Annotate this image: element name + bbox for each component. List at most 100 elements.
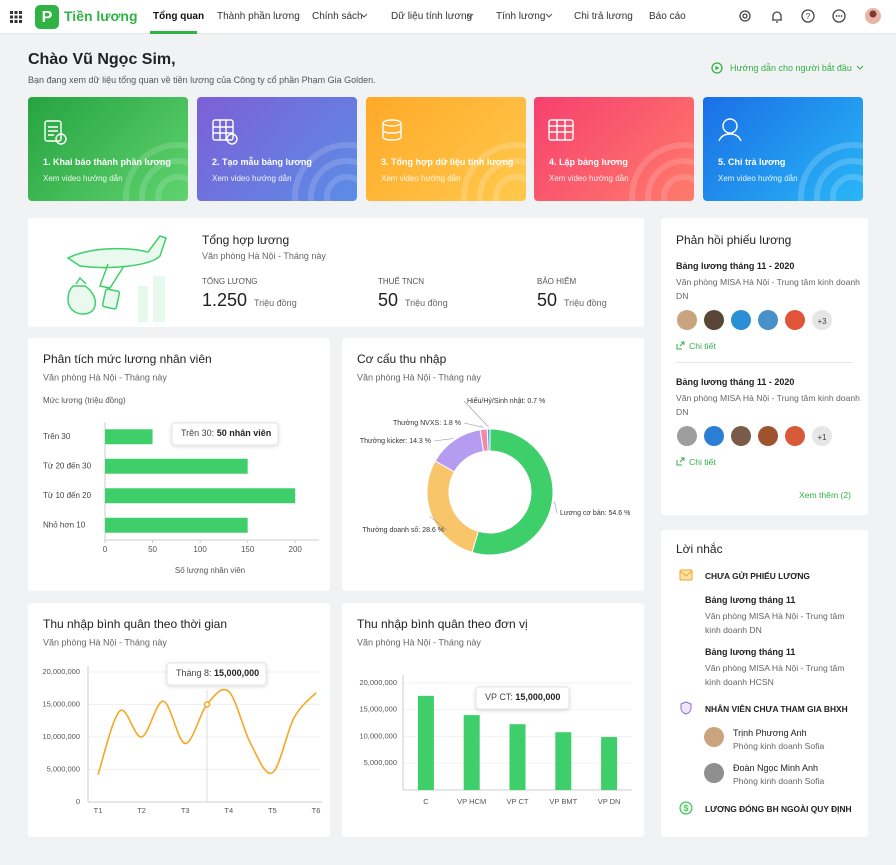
- card-decoration: [44, 120, 188, 201]
- reminder-heading: CHƯA GỬI PHIẾU LƯƠNG: [705, 571, 810, 581]
- decoration: ?: [806, 12, 843, 21]
- header-icons: ?: [739, 8, 881, 24]
- app-grid-icon[interactable]: [10, 11, 22, 23]
- nav-item[interactable]: Chi trả lương: [574, 11, 633, 22]
- nav-item[interactable]: Báo cáo: [649, 11, 686, 22]
- step-title: 3. Tổng hợp dữ liệu tính lương: [381, 157, 514, 167]
- feedback-description: Văn phòng MISA Hà Nội - Trung tâm kinh d…: [676, 277, 860, 301]
- nav-item[interactable]: Chính sách: [312, 11, 363, 22]
- decoration: [461, 142, 526, 201]
- logo[interactable]: P: [35, 5, 59, 29]
- decoration: [545, 13, 553, 18]
- chevron: [466, 13, 474, 18]
- detail-link[interactable]: Chi tiết: [689, 457, 716, 467]
- reminder-title[interactable]: Bảng lương tháng 11: [705, 647, 796, 657]
- decoration: [44, 120, 67, 145]
- step-card[interactable]: 3. Tổng hợp dữ liệu tính lương Xem video…: [366, 97, 526, 201]
- mail-icon: [679, 569, 693, 581]
- decoration: P: [42, 9, 53, 26]
- shield-icon: [680, 701, 692, 715]
- decoration: [10, 11, 13, 14]
- play-icon: [711, 62, 723, 74]
- metric-value: 1.250: [202, 290, 248, 310]
- decoration: [679, 570, 693, 577]
- decoration: [629, 142, 694, 201]
- step-title: 2. Tạo mẫu bảng lương: [212, 157, 312, 167]
- step-card[interactable]: 1. Khai báo thành phần lương Xem video h…: [28, 97, 188, 201]
- detail-link[interactable]: Chi tiết: [689, 341, 716, 351]
- step-link[interactable]: Xem video hướng dẫn: [549, 174, 629, 183]
- decoration: [676, 341, 685, 350]
- decoration: [212, 119, 234, 141]
- decoration: [814, 158, 863, 201]
- employee-department: Phòng kinh doanh Sofia: [733, 741, 825, 751]
- decoration: [742, 13, 748, 19]
- employee-name[interactable]: Đoàn Ngọc Minh Anh: [733, 763, 819, 773]
- decoration: [629, 142, 694, 201]
- step-card[interactable]: 5. Chi trả lương Xem video hướng dẫn: [703, 97, 863, 201]
- step-link[interactable]: Xem video hướng dẫn: [381, 174, 461, 183]
- decoration: [19, 15, 22, 19]
- step-link[interactable]: Xem video hướng dẫn: [212, 174, 292, 183]
- help-icon[interactable]: [801, 9, 815, 23]
- summary-illustration: [66, 235, 167, 322]
- decoration: [856, 65, 864, 70]
- decoration: [123, 142, 188, 201]
- nav-item[interactable]: Tính lương: [496, 11, 546, 22]
- decoration: [704, 426, 724, 446]
- nav-item[interactable]: Dữ liệu tính lương: [391, 11, 473, 22]
- reminder-title[interactable]: Bảng lương tháng 11: [705, 595, 796, 605]
- guide-link[interactable]: Hướng dẫn cho người bắt đầu: [730, 63, 852, 73]
- step-card[interactable]: 4. Lập bảng lương Xem video hướng dẫn: [534, 97, 694, 201]
- chart-panel: [28, 603, 330, 837]
- decoration: [812, 310, 832, 330]
- decoration: [324, 174, 357, 201]
- decoration: [548, 119, 574, 141]
- decoration: [798, 142, 863, 201]
- panel-title: Phản hồi phiếu lương: [676, 233, 792, 247]
- decoration: [493, 174, 526, 201]
- nav-item[interactable]: Thành phần lương: [217, 11, 300, 22]
- decoration: [14, 11, 18, 14]
- decoration: [213, 120, 233, 140]
- app-name: Tiền lương: [64, 8, 138, 24]
- decoration: [75, 276, 87, 285]
- decoration: [292, 142, 357, 201]
- nav-item[interactable]: Tổng quan: [153, 11, 205, 22]
- step-link[interactable]: Xem video hướng dẫn: [43, 174, 123, 183]
- decoration: [67, 285, 97, 315]
- nav-active-indicator: [150, 31, 197, 34]
- decoration: [679, 569, 693, 581]
- summary-subtitle: Văn phòng Hà Nội - Tháng này: [202, 251, 326, 261]
- decoration: [704, 727, 724, 747]
- decoration: [66, 235, 167, 269]
- card-decoration: [548, 119, 694, 201]
- decoration: [10, 11, 22, 23]
- decoration: [704, 310, 724, 330]
- decoration: $: [684, 804, 689, 813]
- see-more-link[interactable]: Xem thêm (2): [798, 490, 851, 500]
- decoration: [677, 310, 697, 330]
- feedback-title[interactable]: Bảng lương tháng 11 - 2020: [676, 261, 795, 271]
- metric-unit: Triệu đồng: [254, 298, 297, 308]
- decoration: [19, 20, 22, 23]
- reminder-heading: NHÂN VIÊN CHƯA THAM GIA BHXH: [705, 704, 848, 714]
- decoration: [869, 10, 877, 18]
- decoration: [14, 20, 18, 23]
- step-link[interactable]: Xem video hướng dẫn: [718, 174, 798, 183]
- notification-icon[interactable]: [772, 11, 782, 23]
- feedback-title[interactable]: Bảng lương tháng 11 - 2020: [676, 377, 795, 387]
- decoration: [785, 426, 805, 446]
- decoration: [739, 9, 846, 23]
- more-icon[interactable]: [832, 9, 846, 23]
- decoration: [758, 310, 778, 330]
- decoration: [731, 310, 751, 330]
- settings-icon[interactable]: [739, 10, 751, 22]
- step-card[interactable]: 2. Tạo mẫu bảng lương Xem video hướng dẫ…: [197, 97, 357, 201]
- decoration: [722, 118, 738, 134]
- employee-name[interactable]: Trịnh Phương Anh: [733, 728, 807, 738]
- decoration: [677, 426, 697, 446]
- decoration: [138, 286, 148, 322]
- decoration: [758, 426, 778, 446]
